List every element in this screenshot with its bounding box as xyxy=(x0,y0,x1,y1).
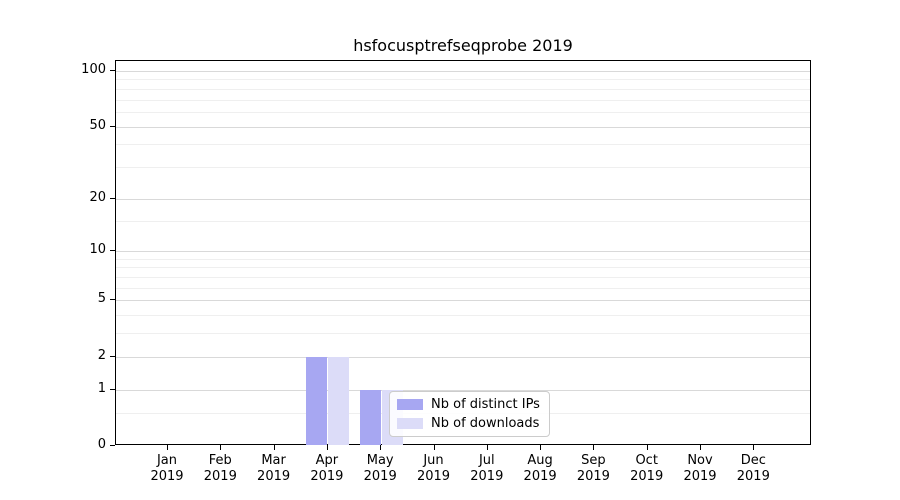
y-tick-label: 0 xyxy=(97,437,106,452)
x-tick-label: Dec 2019 xyxy=(723,453,783,485)
legend-label-distinct-ips: Nb of distinct IPs xyxy=(431,397,540,412)
x-tick-year: 2019 xyxy=(310,469,344,484)
x-tick-label: May 2019 xyxy=(350,453,410,485)
y-gridline-major xyxy=(116,356,810,358)
x-tick-mark xyxy=(167,445,168,450)
x-tick-mark xyxy=(433,445,435,450)
y-tick-mark xyxy=(110,445,115,446)
y-gridline-minor xyxy=(116,267,810,269)
x-tick-label: Jun 2019 xyxy=(404,453,464,485)
x-tick-month: Dec xyxy=(740,453,766,468)
x-tick-year: 2019 xyxy=(203,469,237,484)
x-tick-year: 2019 xyxy=(150,469,184,484)
x-tick-mark xyxy=(540,445,542,450)
x-tick-label: Nov 2019 xyxy=(670,453,730,485)
x-tick-mark xyxy=(486,445,488,450)
x-tick-month: Apr xyxy=(315,453,339,468)
y-tick-mark xyxy=(110,355,115,357)
x-tick-year: 2019 xyxy=(363,469,397,484)
y-gridline-minor xyxy=(116,333,810,335)
x-tick-month: Jul xyxy=(478,453,495,468)
y-tick-label: 100 xyxy=(81,62,106,77)
bar-apr-distinct-ips xyxy=(306,356,328,445)
y-tick-mark xyxy=(110,250,115,252)
legend-row: Nb of downloads xyxy=(397,416,542,431)
x-tick-label: Feb 2019 xyxy=(190,453,250,485)
y-gridline-minor xyxy=(116,258,810,260)
x-tick-label: Oct 2019 xyxy=(617,453,677,485)
x-tick-month: Nov xyxy=(687,453,713,468)
x-tick-label: Jan 2019 xyxy=(137,453,197,485)
y-tick-mark xyxy=(110,70,115,71)
y-gridline-major xyxy=(116,300,810,302)
x-tick-month: Mar xyxy=(261,453,286,468)
x-tick-month: Sep xyxy=(581,453,606,468)
x-tick-year: 2019 xyxy=(736,469,770,484)
y-tick-label: 1 xyxy=(97,380,106,396)
y-tick-mark xyxy=(110,125,115,127)
y-gridline-major xyxy=(116,71,810,72)
y-gridline-minor xyxy=(116,220,810,222)
y-gridline-minor xyxy=(116,99,810,101)
x-tick-month: Feb xyxy=(208,453,232,468)
bar-apr-downloads xyxy=(328,356,350,445)
chart-title: hsfocusptrefseqprobe 2019 xyxy=(353,36,573,55)
y-gridline-major xyxy=(116,389,810,391)
x-tick-year: 2019 xyxy=(523,469,557,484)
plot-area xyxy=(115,60,811,445)
y-tick-mark xyxy=(110,388,115,390)
x-tick-mark xyxy=(326,445,328,450)
x-tick-label: Mar 2019 xyxy=(244,453,304,485)
x-tick-year: 2019 xyxy=(576,469,610,484)
y-tick-mark xyxy=(110,197,115,199)
x-tick-year: 2019 xyxy=(257,469,291,484)
y-gridline-minor xyxy=(116,166,810,168)
x-tick-month: Jan xyxy=(156,453,178,468)
y-tick-label: 5 xyxy=(97,291,106,307)
y-gridline-minor xyxy=(116,287,810,289)
x-tick-mark xyxy=(273,445,275,450)
y-tick-label: 2 xyxy=(97,347,106,363)
y-gridline-minor xyxy=(116,315,810,317)
legend-label-downloads: Nb of downloads xyxy=(431,416,540,431)
y-tick-label: 20 xyxy=(89,189,106,205)
x-tick-mark xyxy=(646,445,648,450)
x-tick-mark xyxy=(593,445,595,450)
x-tick-year: 2019 xyxy=(470,469,504,484)
x-tick-label: Aug 2019 xyxy=(510,453,570,485)
y-gridline-minor xyxy=(116,111,810,113)
x-tick-mark xyxy=(700,445,701,450)
y-tick-label: 10 xyxy=(89,242,106,258)
y-gridline-minor xyxy=(116,79,810,81)
x-tick-year: 2019 xyxy=(683,469,717,484)
x-tick-label: Jul 2019 xyxy=(457,453,517,485)
y-gridline-minor xyxy=(116,277,810,279)
legend-row: Nb of distinct IPs xyxy=(397,397,542,412)
y-tick-mark xyxy=(110,299,115,301)
x-tick-mark xyxy=(380,445,382,450)
x-tick-label: Sep 2019 xyxy=(563,453,623,485)
y-gridline-major xyxy=(116,251,810,253)
y-gridline-minor xyxy=(116,144,810,146)
bar-may-distinct-ips xyxy=(359,389,381,445)
legend: Nb of distinct IPs Nb of downloads xyxy=(389,391,550,437)
legend-swatch-downloads xyxy=(397,418,423,429)
legend-swatch-distinct-ips xyxy=(397,399,423,410)
y-gridline-major xyxy=(116,198,810,200)
x-tick-month: Jun xyxy=(423,453,444,468)
y-gridline-minor xyxy=(116,88,810,90)
x-tick-label: Apr 2019 xyxy=(297,453,357,485)
x-tick-month: May xyxy=(366,453,394,468)
x-tick-month: Aug xyxy=(527,453,553,468)
y-tick-label: 50 xyxy=(89,117,106,133)
x-tick-month: Oct xyxy=(635,453,658,468)
x-tick-year: 2019 xyxy=(416,469,451,484)
y-gridline-major xyxy=(116,126,810,128)
x-tick-year: 2019 xyxy=(630,469,664,484)
x-tick-mark xyxy=(753,445,755,450)
x-tick-mark xyxy=(220,445,222,450)
